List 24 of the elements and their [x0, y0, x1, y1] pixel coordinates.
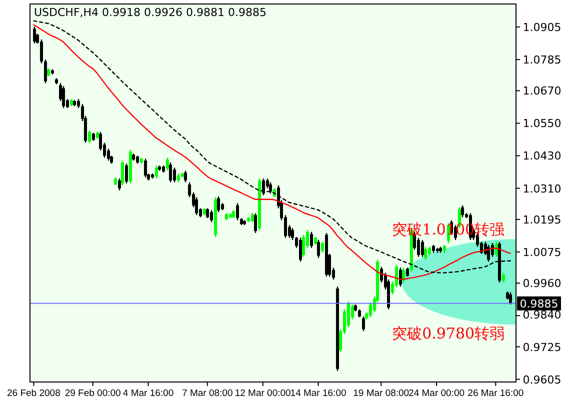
x-tick-label: 26 Feb 2008	[7, 388, 60, 399]
ref-line-label: 0.9885	[520, 297, 558, 310]
y-tick-label: 1.0195	[522, 213, 562, 226]
x-tick-label: 26 Mar 16:00	[468, 388, 524, 399]
y-tick-label: 1.0785	[522, 54, 562, 67]
y-tick-label: 1.0075	[522, 246, 562, 259]
x-tick-label: 7 Mar 08:00	[182, 388, 233, 399]
y-tick-label: 0.9725	[522, 340, 562, 354]
x-tick-label: 12 Mar 00:00	[234, 388, 291, 399]
y-tick-label: 1.0905	[522, 21, 562, 34]
y-tick-label: 1.0430	[522, 150, 562, 163]
x-tick-label: 4 Mar 16:00	[122, 388, 174, 399]
x-tick-label: 24 Mar 00:00	[408, 388, 465, 399]
x-tick-label: 14 Mar 16:00	[290, 388, 346, 399]
y-tick-label: 0.9605	[522, 373, 562, 386]
y-tick-label: 1.0550	[522, 117, 562, 130]
y-tick-label: 1.0310	[522, 182, 562, 196]
y-tick-label: 0.9840	[522, 308, 562, 322]
x-tick-label: 29 Feb 00:00	[64, 388, 121, 399]
annotation: 突破0.9780转弱	[392, 324, 505, 343]
y-tick-label: 0.9960	[522, 277, 562, 290]
y-tick-label: 1.0670	[522, 84, 562, 98]
chart-title: USDCHF,H4 0.9918 0.9926 0.9881 0.9885	[34, 6, 266, 19]
x-tick-label: 19 Mar 08:00	[353, 388, 410, 399]
